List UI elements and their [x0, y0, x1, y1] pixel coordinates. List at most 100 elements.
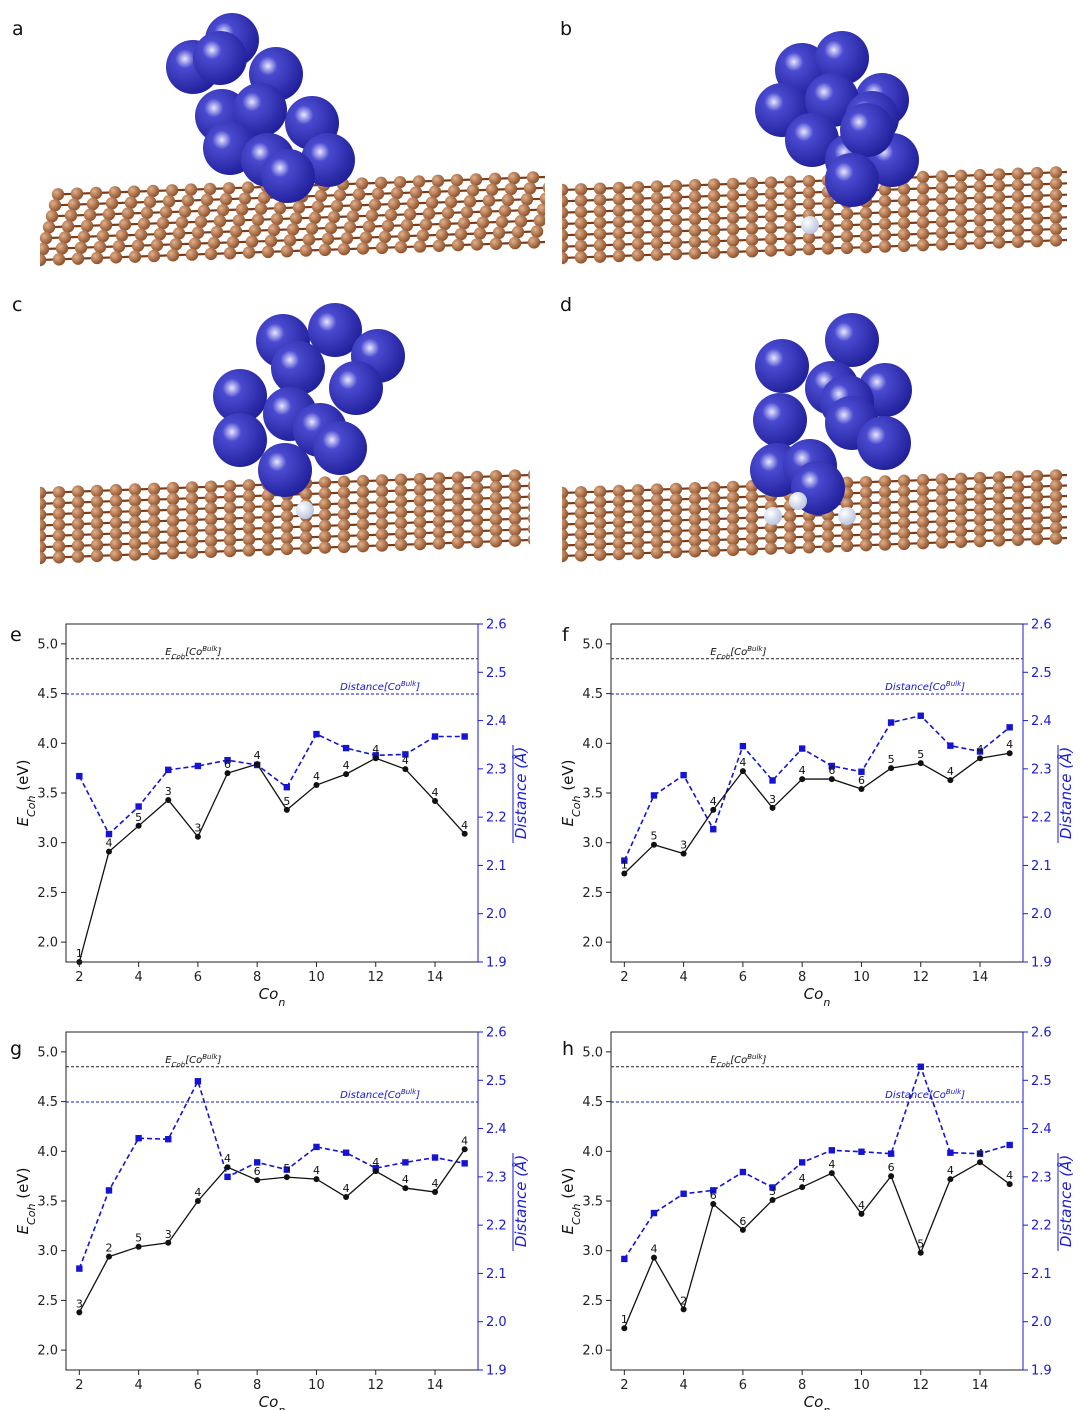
- carbon-atom: [387, 197, 401, 211]
- carbon-atom: [992, 481, 1006, 495]
- carbon-atom: [859, 240, 873, 254]
- carbon-atom: [935, 181, 949, 194]
- carbon-atom: [432, 537, 446, 550]
- carbon-atom: [669, 514, 683, 527]
- carbon-atom: [469, 173, 483, 186]
- carbon-atom: [840, 230, 854, 243]
- carbon-atom: [242, 544, 256, 557]
- graphene-sheet: [40, 469, 530, 565]
- distance-point: [650, 792, 658, 799]
- energy-point: [135, 822, 142, 829]
- y-left-tick-label: 5.0: [582, 637, 603, 652]
- carbon-atom: [428, 185, 442, 198]
- carbon-atom: [593, 537, 607, 551]
- carbon-atom: [878, 217, 892, 231]
- carbon-atom: [533, 214, 545, 227]
- carbon-atom: [973, 471, 987, 485]
- carbon-atom: [897, 216, 911, 230]
- y-left-axis-label: ECoh (eV): [559, 1168, 583, 1235]
- carbon-atom: [935, 536, 949, 549]
- carbon-atom: [194, 215, 208, 228]
- x-tick-label: 2: [75, 1378, 83, 1393]
- carbon-atom: [381, 219, 395, 233]
- carbon-atom: [147, 515, 161, 528]
- distance-point: [887, 719, 895, 726]
- y-right-axis-label: Distance (Å): [1056, 1155, 1075, 1247]
- carbon-atom: [324, 221, 338, 235]
- carbon-atom: [688, 513, 702, 526]
- carbon-atom: [501, 193, 515, 207]
- carbon-atom: [356, 496, 370, 510]
- carbon-atom: [96, 229, 110, 243]
- energy-point-label: 4: [432, 786, 439, 799]
- carbon-atom: [542, 182, 545, 193]
- carbon-atom: [375, 528, 389, 541]
- carbon-atom: [394, 473, 408, 486]
- carbon-atom: [283, 234, 297, 247]
- carbon-atom: [384, 208, 398, 222]
- carbon-atom: [188, 237, 202, 250]
- carbon-atom: [166, 536, 180, 549]
- carbon-atom: [935, 215, 949, 228]
- cobalt-atom: [785, 113, 839, 167]
- carbon-atom: [90, 495, 104, 508]
- carbon-atom: [356, 529, 370, 542]
- carbon-atom: [539, 192, 545, 205]
- carbon-atom: [821, 230, 835, 244]
- energy-point: [76, 1309, 83, 1316]
- panel-label-e: e: [10, 624, 22, 646]
- energy-point: [254, 1177, 261, 1184]
- carbon-atom: [71, 528, 85, 542]
- distance-point: [650, 1209, 658, 1217]
- carbon-atom: [508, 236, 522, 250]
- carbon-atom: [612, 484, 626, 498]
- y-left-tick-label: 5.0: [37, 1045, 58, 1060]
- panel-label-f: f: [562, 624, 569, 646]
- carbon-atom: [337, 475, 351, 489]
- carbon-atom: [71, 252, 85, 265]
- carbon-atom: [669, 179, 683, 193]
- energy-point: [343, 1194, 350, 1201]
- carbon-atom: [517, 204, 531, 217]
- energy-point: [402, 1185, 409, 1192]
- x-tick-label: 12: [912, 970, 929, 985]
- cobalt-atom: [815, 31, 869, 85]
- carbon-atom: [631, 237, 645, 251]
- carbon-atom: [935, 170, 949, 183]
- carbon-atom: [1030, 178, 1044, 191]
- distance-point: [402, 751, 409, 758]
- carbon-atom: [1049, 222, 1063, 236]
- carbon-atom: [707, 178, 721, 191]
- carbon-atom: [1049, 211, 1063, 224]
- ref-energy-label: ECoh[CoBulk]: [710, 645, 766, 661]
- carbon-atom: [42, 220, 56, 234]
- ref-energy-label: ECoh[CoBulk]: [710, 1053, 766, 1069]
- carbon-atom: [726, 211, 740, 225]
- carbon-atom: [954, 169, 968, 182]
- cobalt-atom: [825, 313, 879, 367]
- carbon-atom: [726, 480, 740, 494]
- carbon-atom: [726, 501, 740, 515]
- carbon-atom: [147, 249, 161, 263]
- carbon-atom: [476, 216, 490, 229]
- carbon-atom: [1030, 532, 1044, 546]
- y-right-tick-label: 2.4: [1031, 714, 1052, 729]
- carbon-atom: [916, 182, 930, 195]
- carbon-atom: [916, 227, 930, 240]
- carbon-atom: [973, 236, 987, 250]
- carbon-atom: [1049, 234, 1063, 247]
- y-left-tick-label: 2.5: [37, 886, 58, 901]
- carbon-atom: [992, 236, 1006, 249]
- carbon-atom: [432, 493, 446, 507]
- carbon-atom: [527, 480, 530, 491]
- carbon-atom: [185, 492, 199, 505]
- energy-point-label: 1: [621, 859, 628, 872]
- carbon-atom: [745, 188, 759, 201]
- carbon-atom: [432, 239, 446, 252]
- energy-point: [105, 848, 112, 855]
- carbon-atom: [593, 193, 607, 207]
- y-left-tick-label: 3.5: [582, 1195, 603, 1210]
- chart-g: ECoh[CoBulk] Distance[CoBulk] 3 2 5 3 4 4 6 5 4 4 4 4…: [14, 1026, 530, 1410]
- carbon-atom: [669, 191, 683, 204]
- carbon-atom: [821, 242, 835, 255]
